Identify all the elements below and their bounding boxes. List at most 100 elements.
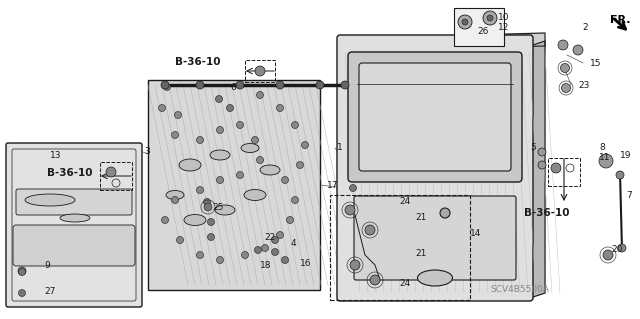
Text: 18: 18 <box>260 261 271 270</box>
Ellipse shape <box>215 205 235 215</box>
FancyBboxPatch shape <box>348 52 522 182</box>
Text: 10: 10 <box>498 13 509 23</box>
Circle shape <box>18 267 26 275</box>
Text: B-36-10: B-36-10 <box>175 57 220 67</box>
Circle shape <box>483 11 497 25</box>
Circle shape <box>237 122 243 129</box>
Circle shape <box>196 137 204 144</box>
Circle shape <box>257 92 264 99</box>
Circle shape <box>349 184 356 191</box>
Circle shape <box>106 167 116 177</box>
Text: 7: 7 <box>626 190 632 199</box>
Circle shape <box>196 81 204 89</box>
Circle shape <box>440 208 450 218</box>
Circle shape <box>301 142 308 149</box>
Circle shape <box>276 105 284 112</box>
Ellipse shape <box>244 189 266 201</box>
Circle shape <box>296 161 303 168</box>
Circle shape <box>216 176 223 183</box>
Circle shape <box>236 81 244 89</box>
Ellipse shape <box>210 150 230 160</box>
FancyBboxPatch shape <box>16 189 132 215</box>
Circle shape <box>271 249 278 256</box>
Circle shape <box>255 66 265 76</box>
Text: 27: 27 <box>44 287 56 296</box>
Text: 5: 5 <box>530 144 536 152</box>
Circle shape <box>159 105 166 112</box>
Text: 9: 9 <box>44 261 50 270</box>
Circle shape <box>204 198 211 205</box>
FancyBboxPatch shape <box>354 196 516 280</box>
Circle shape <box>458 15 472 29</box>
Text: 12: 12 <box>498 24 509 33</box>
FancyBboxPatch shape <box>148 80 320 290</box>
Circle shape <box>561 84 570 93</box>
Circle shape <box>175 112 182 118</box>
Text: B-36-10: B-36-10 <box>524 208 570 218</box>
Circle shape <box>262 244 269 251</box>
Circle shape <box>172 131 179 138</box>
Ellipse shape <box>417 270 452 286</box>
Circle shape <box>271 236 278 243</box>
Text: 24: 24 <box>399 197 410 206</box>
Circle shape <box>551 163 561 173</box>
Circle shape <box>616 171 624 179</box>
Text: 19: 19 <box>620 151 632 160</box>
Circle shape <box>287 217 294 224</box>
Ellipse shape <box>260 165 280 175</box>
Text: SCV4B5500A: SCV4B5500A <box>490 286 549 294</box>
Text: 2: 2 <box>582 24 588 33</box>
Text: 3: 3 <box>144 147 150 157</box>
Text: 14: 14 <box>470 229 481 239</box>
Ellipse shape <box>25 194 75 206</box>
FancyBboxPatch shape <box>359 63 511 171</box>
Text: FR.: FR. <box>610 15 630 25</box>
Ellipse shape <box>179 159 201 171</box>
Circle shape <box>163 84 170 91</box>
Circle shape <box>207 234 214 241</box>
Circle shape <box>365 225 375 235</box>
Text: 24: 24 <box>399 278 410 287</box>
Ellipse shape <box>184 214 206 226</box>
Circle shape <box>316 81 324 89</box>
FancyBboxPatch shape <box>454 8 504 46</box>
Circle shape <box>603 250 613 260</box>
Circle shape <box>573 45 583 55</box>
Circle shape <box>341 81 349 89</box>
Text: 6: 6 <box>230 84 236 93</box>
Circle shape <box>252 137 259 144</box>
Circle shape <box>19 269 26 276</box>
Circle shape <box>538 148 546 156</box>
Text: 21: 21 <box>415 249 426 257</box>
Circle shape <box>237 172 243 179</box>
Circle shape <box>276 81 284 89</box>
Circle shape <box>19 290 26 296</box>
Ellipse shape <box>166 190 184 199</box>
Circle shape <box>216 256 223 263</box>
Text: 21: 21 <box>415 213 426 222</box>
Text: 22: 22 <box>264 233 275 241</box>
Circle shape <box>204 203 212 211</box>
Text: 26: 26 <box>477 27 488 36</box>
Polygon shape <box>530 41 545 298</box>
Circle shape <box>216 127 223 133</box>
Text: 11: 11 <box>599 153 611 162</box>
Text: 13: 13 <box>50 151 61 160</box>
FancyBboxPatch shape <box>6 143 142 307</box>
FancyBboxPatch shape <box>337 35 533 301</box>
Circle shape <box>276 232 284 239</box>
Circle shape <box>282 256 289 263</box>
Circle shape <box>255 247 262 254</box>
Circle shape <box>487 15 493 21</box>
Circle shape <box>538 161 546 169</box>
Circle shape <box>216 95 223 102</box>
Polygon shape <box>360 33 545 51</box>
FancyBboxPatch shape <box>13 225 135 266</box>
Circle shape <box>291 197 298 204</box>
Circle shape <box>558 40 568 50</box>
Circle shape <box>196 187 204 194</box>
Circle shape <box>370 275 380 285</box>
Circle shape <box>345 205 355 215</box>
Circle shape <box>257 157 264 164</box>
Circle shape <box>207 219 214 226</box>
